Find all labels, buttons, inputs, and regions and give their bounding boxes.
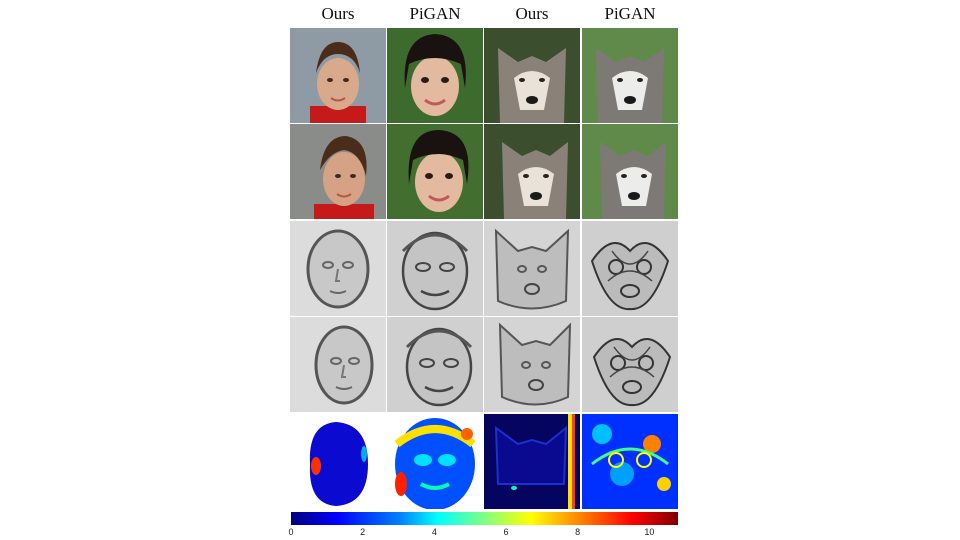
- colorbar-tick-label: 8: [575, 527, 581, 537]
- face-ours-front-image: [290, 28, 386, 123]
- face-ours-front-geometry: [290, 221, 386, 316]
- wolf-pigan-error-heatmap: [582, 414, 678, 509]
- colorbar-tick-label: 0: [288, 527, 294, 537]
- face-ours-side-image: [290, 124, 386, 219]
- wolf-pigan-front-image: [582, 28, 678, 123]
- face-pigan-side-geometry: [387, 317, 483, 412]
- wolf-pigan-side-image: [582, 124, 678, 219]
- colorbar-tick-label: 4: [431, 527, 437, 537]
- column-header-ours-faces: Ours: [321, 4, 355, 23]
- error-colorbar: [291, 512, 678, 525]
- column-header-pigan-wolves: PiGAN: [604, 4, 656, 23]
- face-pigan-front-geometry: [387, 221, 483, 316]
- wolf-ours-front-geometry: [484, 221, 580, 316]
- face-pigan-side-image: [387, 124, 483, 219]
- wolf-pigan-front-geometry: [582, 221, 678, 316]
- wolf-ours-error-heatmap: [484, 414, 580, 509]
- colorbar-tick-label: 2: [360, 527, 366, 537]
- face-ours-error-heatmap: [290, 414, 386, 509]
- wolf-pigan-side-geometry: [582, 317, 678, 412]
- column-header-pigan-faces: PiGAN: [409, 4, 461, 23]
- face-ours-side-geometry: [290, 317, 386, 412]
- face-pigan-error-heatmap: [387, 414, 483, 509]
- colorbar-tick-label: 10: [644, 527, 655, 537]
- column-header-ours-wolves: Ours: [515, 4, 549, 23]
- wolf-ours-front-image: [484, 28, 580, 123]
- wolf-ours-side-geometry: [484, 317, 580, 412]
- colorbar-tick-label: 6: [503, 527, 509, 537]
- wolf-ours-side-image: [484, 124, 580, 219]
- face-pigan-front-image: [387, 28, 483, 123]
